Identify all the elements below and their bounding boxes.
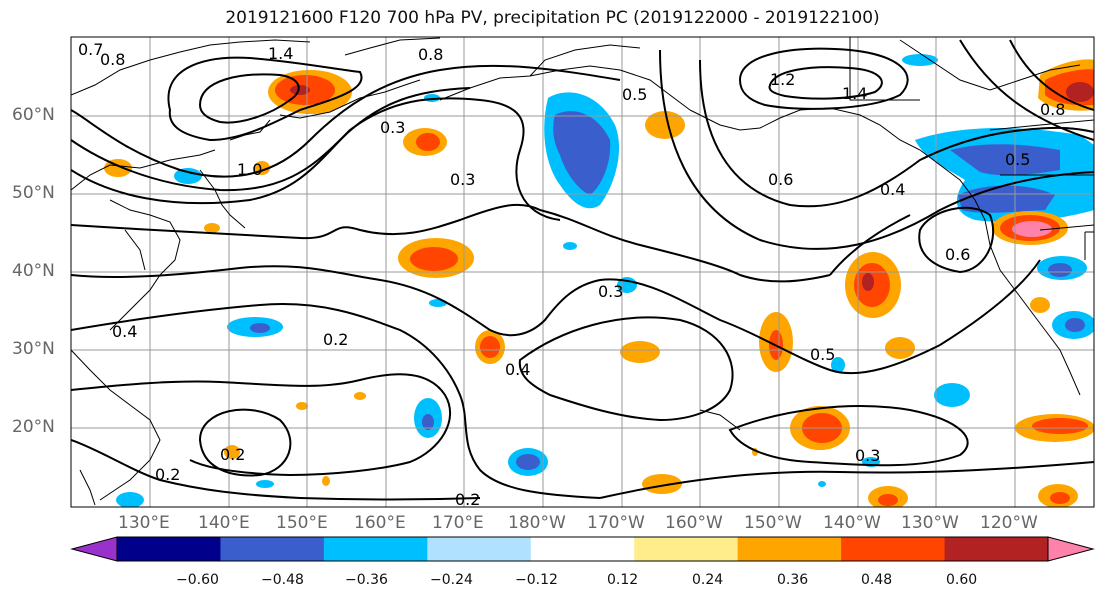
coastlines (71, 37, 1094, 506)
lon-label: 170°E (432, 513, 484, 533)
colorbar-tick-label: −0.48 (261, 572, 304, 588)
colorbar-tick-label: −0.24 (430, 572, 473, 588)
colorbar-tick-label: −0.60 (176, 572, 219, 588)
lat-label: 30°N (12, 339, 55, 359)
plot-frame (70, 36, 1095, 508)
contour-label: 0.6 (768, 170, 794, 189)
colorbar-swatch (427, 537, 532, 561)
colorbar-extend-high (1047, 536, 1095, 562)
lat-label: 40°N (12, 261, 55, 281)
lon-label: 170°W (587, 513, 645, 533)
lon-label: 160°W (665, 513, 723, 533)
colorbar (70, 536, 1095, 562)
lat-label: 20°N (12, 417, 55, 437)
colorbar-swatch (220, 537, 325, 561)
contour-label: 0.3 (598, 282, 624, 301)
contour-label: 0.3 (450, 170, 476, 189)
lon-label: 160°E (354, 513, 406, 533)
lon-label: 140°W (823, 513, 881, 533)
lon-label: 130°W (901, 513, 959, 533)
colorbar-swatch (634, 537, 739, 561)
colorbar-swatch (841, 537, 946, 561)
colorbar-tick-label: −0.36 (345, 572, 388, 588)
lat-label: 60°N (12, 105, 55, 125)
lon-label: 120°W (980, 513, 1038, 533)
colorbar-tick-label: −0.12 (515, 572, 558, 588)
contour-label: 0.7 (78, 40, 104, 59)
contour-label: 0.2 (155, 465, 181, 484)
contour-label: 0.4 (112, 322, 138, 341)
colorbar-tick-label: 0.12 (607, 572, 639, 588)
contour-label: 0.2 (455, 490, 481, 509)
contour-label: 0.5 (810, 345, 836, 364)
contour-label: 0.8 (1040, 100, 1066, 119)
lon-label: 150°W (744, 513, 802, 533)
graticule (71, 37, 1094, 507)
contour-label: 0.5 (622, 85, 648, 104)
contour-label: 0.4 (505, 360, 531, 379)
map-title: 2019121600 F120 700 hPa PV, precipitatio… (225, 8, 880, 28)
colorbar-tick-label: 0.60 (946, 572, 978, 588)
contour-label: 0.3 (380, 118, 406, 137)
colorbar-frame (116, 536, 1049, 562)
colorbar-swatch (323, 537, 428, 561)
colorbar-extend-low (70, 536, 118, 562)
contour-label: 1.4 (268, 44, 294, 63)
contour-label: 0.3 (855, 446, 881, 465)
contour-label: 0.8 (100, 50, 126, 69)
lon-label: 150°E (276, 513, 328, 533)
colorbar-tick-label: 0.48 (861, 572, 893, 588)
lon-label: 140°E (198, 513, 250, 533)
contour-label: 1.0 (237, 160, 263, 179)
precip-shading (104, 54, 1094, 507)
contour-label: 1.4 (842, 84, 868, 103)
pv-contours (71, 39, 1094, 501)
colorbar-swatch (117, 537, 221, 561)
colorbar-swatch (944, 537, 1049, 561)
lon-label: 130°E (118, 513, 170, 533)
colorbar-swatch (737, 537, 842, 561)
lat-label: 50°N (12, 183, 55, 203)
colorbar-swatch (530, 537, 635, 561)
lon-label: 180°W (508, 513, 566, 533)
colorbar-tick-label: 0.24 (692, 572, 724, 588)
contour-label: 0.6 (945, 245, 971, 264)
contour-label: 0.5 (1005, 150, 1031, 169)
contour-label: 0.8 (418, 45, 444, 64)
contour-label: 0.2 (323, 330, 349, 349)
colorbar-tick-label: 0.36 (777, 572, 809, 588)
contour-label: 0.2 (220, 445, 246, 464)
contour-label: 0.4 (880, 180, 906, 199)
contour-label: 1.2 (770, 70, 796, 89)
